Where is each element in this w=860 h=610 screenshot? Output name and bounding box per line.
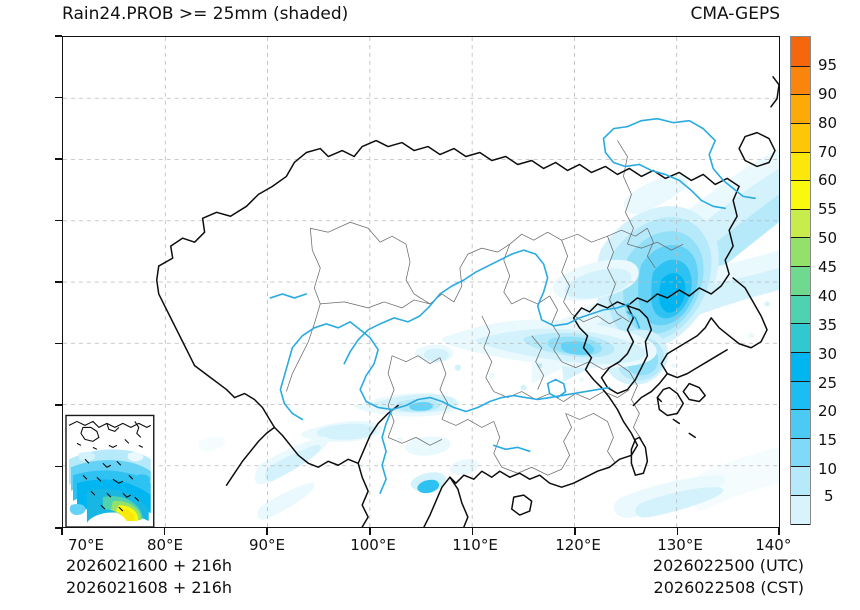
valid-time-cst-label: 2026022508 (CST) xyxy=(653,578,804,597)
page-title: Rain24.PROB >= 25mm (shaded) xyxy=(62,4,349,24)
y-tick xyxy=(55,342,62,345)
x-axis-label: 90°E xyxy=(248,536,286,554)
colorbar-tick-label: 10 xyxy=(818,460,838,478)
y-tick xyxy=(55,96,62,99)
y-tick xyxy=(55,404,62,406)
colorbar-segment xyxy=(791,37,810,66)
colorbar-segment xyxy=(791,409,810,438)
init-time-utc-label: 2026021600 + 216h xyxy=(66,556,233,575)
colorbar-segment xyxy=(791,495,810,524)
colorbar-tick-label: 80 xyxy=(818,114,838,132)
colorbar-tick-label: 60 xyxy=(818,171,838,189)
colorbar-segment xyxy=(791,122,810,152)
init-time-cst-label: 2026021608 + 216h xyxy=(66,578,233,597)
colorbar-tick-label: 15 xyxy=(818,431,838,449)
colorbar-tick-label: 55 xyxy=(818,200,838,218)
colorbar-tick-label: 95 xyxy=(818,56,838,74)
y-tick xyxy=(55,281,62,283)
y-tick xyxy=(55,527,62,529)
colorbar-tick-label: 25 xyxy=(818,374,838,392)
colorbar-segment xyxy=(791,65,810,95)
colorbar-tick-label: 30 xyxy=(818,345,838,363)
y-tick xyxy=(55,465,62,468)
colorbar-segment xyxy=(791,94,810,123)
colorbar-tick-label: 40 xyxy=(818,287,838,305)
x-axis-label: 140°E xyxy=(755,536,801,554)
valid-time-utc-label: 2026022500 (UTC) xyxy=(652,556,804,575)
x-tick xyxy=(676,528,679,535)
colorbar-segment xyxy=(791,151,810,181)
colorbar-segment xyxy=(791,466,810,495)
y-tick xyxy=(55,35,62,37)
rivers-layer xyxy=(269,117,756,494)
map-graphic xyxy=(63,37,779,527)
colorbar-segment xyxy=(791,180,810,209)
x-tick xyxy=(369,528,371,535)
colorbar xyxy=(790,36,811,553)
colorbar-segment xyxy=(791,380,810,410)
x-axis-label: 120°E xyxy=(555,536,601,554)
colorbar-tick-label: 50 xyxy=(818,229,838,247)
x-tick xyxy=(266,528,268,535)
map-plot-area xyxy=(62,36,780,528)
colorbar-segment xyxy=(791,523,810,553)
x-axis-label: 100°E xyxy=(350,536,396,554)
x-axis-label: 70°E xyxy=(67,536,105,554)
x-axis-label: 80°E xyxy=(146,536,184,554)
graticule-layer xyxy=(63,37,779,527)
colorbar-segment xyxy=(791,294,810,324)
colorbar-tick-label: 45 xyxy=(818,258,838,276)
y-tick xyxy=(55,158,62,160)
precip-shading-layer xyxy=(198,148,779,520)
inset-map xyxy=(65,414,155,527)
x-axis-label: 110°E xyxy=(452,536,498,554)
x-tick xyxy=(61,528,63,535)
x-tick xyxy=(574,528,576,535)
colorbar-segment xyxy=(791,437,810,467)
colorbar-tick-label: 90 xyxy=(818,85,838,103)
colorbar-segment xyxy=(791,351,810,381)
y-tick xyxy=(55,219,62,222)
colorbar-segment xyxy=(791,208,810,238)
x-tick xyxy=(471,528,474,535)
colorbar-segment xyxy=(791,266,810,295)
model-label: CMA-GEPS xyxy=(690,4,780,24)
x-tick xyxy=(778,528,780,535)
colorbar-tick-label: 5 xyxy=(824,487,834,505)
colorbar-segment xyxy=(791,237,810,266)
x-axis-label: 130°E xyxy=(657,536,703,554)
x-tick xyxy=(163,528,166,535)
colorbar-segment xyxy=(791,323,810,352)
colorbar-tick-label: 35 xyxy=(818,316,838,334)
colorbar-tick-label: 70 xyxy=(818,143,838,161)
colorbar-tick-label: 20 xyxy=(818,402,838,420)
national-borders-layer xyxy=(155,76,779,527)
